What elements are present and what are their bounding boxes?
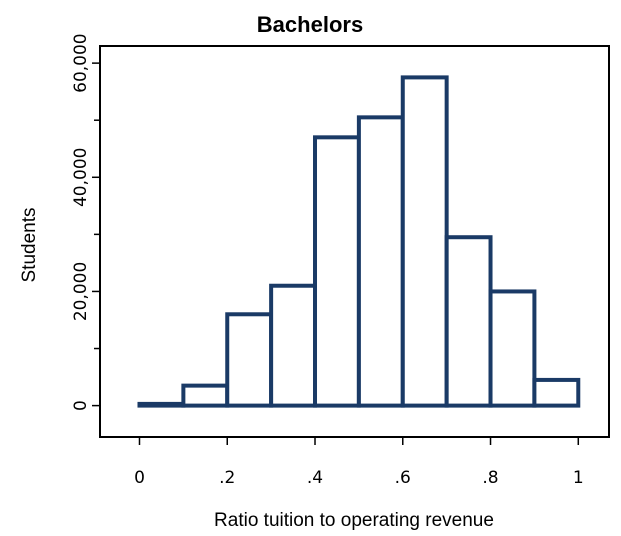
- y-axis-ticks: 0 20,000 40,000 60,000: [71, 33, 100, 411]
- x-tick-label: 0: [134, 468, 145, 488]
- histogram-bar: [400, 75, 449, 408]
- histogram-bar: [444, 235, 493, 408]
- x-axis-label: Ratio tuition to operating revenue: [214, 510, 494, 531]
- x-tick-label: 1: [573, 468, 584, 488]
- bars-group: [137, 75, 581, 408]
- histogram-bar: [313, 135, 361, 408]
- chart-title: Bachelors: [257, 12, 363, 37]
- y-tick-label: 40,000: [71, 148, 91, 207]
- histogram-bar: [225, 312, 274, 408]
- histogram-bar: [181, 383, 230, 408]
- x-tick-label: .4: [307, 468, 323, 488]
- x-tick-label: .2: [219, 468, 235, 488]
- y-tick-label: 20,000: [71, 262, 91, 321]
- y-axis-label: Students: [19, 208, 40, 283]
- histogram-bar: [137, 401, 186, 408]
- histogram-bar: [356, 115, 405, 408]
- histogram-bar: [269, 283, 318, 408]
- plot-frame: [99, 45, 610, 438]
- x-tick-label: .6: [395, 468, 411, 488]
- histogram-bar: [488, 289, 537, 408]
- x-tick-label: .8: [482, 468, 498, 488]
- x-axis-ticks: 0 .2 .4 .6 .8 1: [134, 437, 584, 488]
- histogram-bar: [532, 377, 581, 408]
- y-tick-label: 60,000: [71, 33, 91, 92]
- y-tick-label: 0: [71, 400, 91, 411]
